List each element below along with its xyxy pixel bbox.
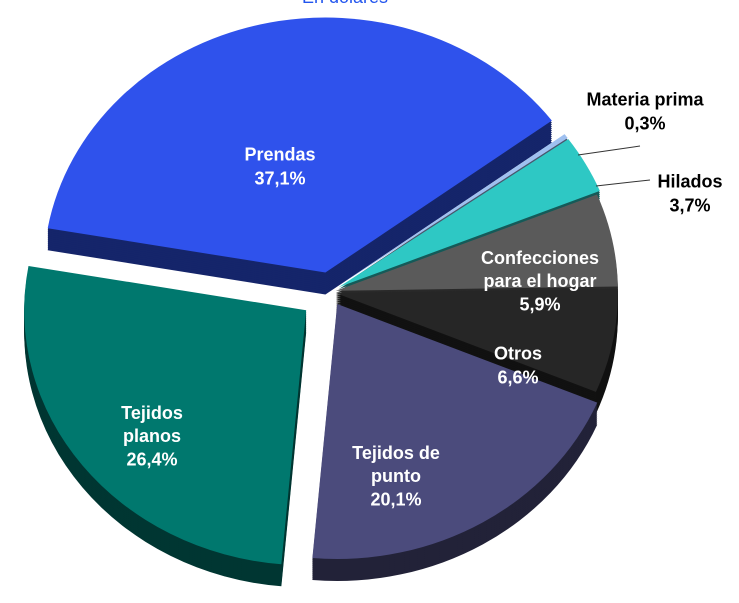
slice-value-label: 37,1%	[254, 168, 306, 188]
slice-value-label: 5,9%	[519, 294, 561, 315]
slice-label: Tejidos de punto	[352, 443, 440, 486]
slice-label: Otros	[493, 343, 542, 364]
slice-label: Materia prima	[586, 89, 704, 110]
slice-value-label: 0,3%	[624, 113, 666, 133]
slice-label: Hilados	[657, 171, 723, 192]
chart-subtitle: En dólares	[0, 0, 690, 8]
leader-line	[595, 179, 651, 187]
slice-label: Tejidos planos	[121, 403, 183, 446]
slice-label: Prendas	[244, 144, 316, 165]
slice-label: Confecciones para el hogar	[480, 248, 600, 291]
slice	[338, 139, 600, 288]
slice-value-label: 3,7%	[669, 195, 711, 215]
slice	[335, 288, 618, 392]
slice	[338, 134, 568, 287]
slice	[335, 194, 618, 291]
slice	[24, 265, 307, 565]
leader-line	[577, 145, 641, 156]
slice	[312, 303, 598, 559]
slice-value-label: 26,4%	[126, 449, 178, 470]
slice-value-label: 6,6%	[497, 367, 539, 387]
slice-value-label: 20,1%	[370, 489, 422, 510]
slice	[47, 17, 552, 273]
